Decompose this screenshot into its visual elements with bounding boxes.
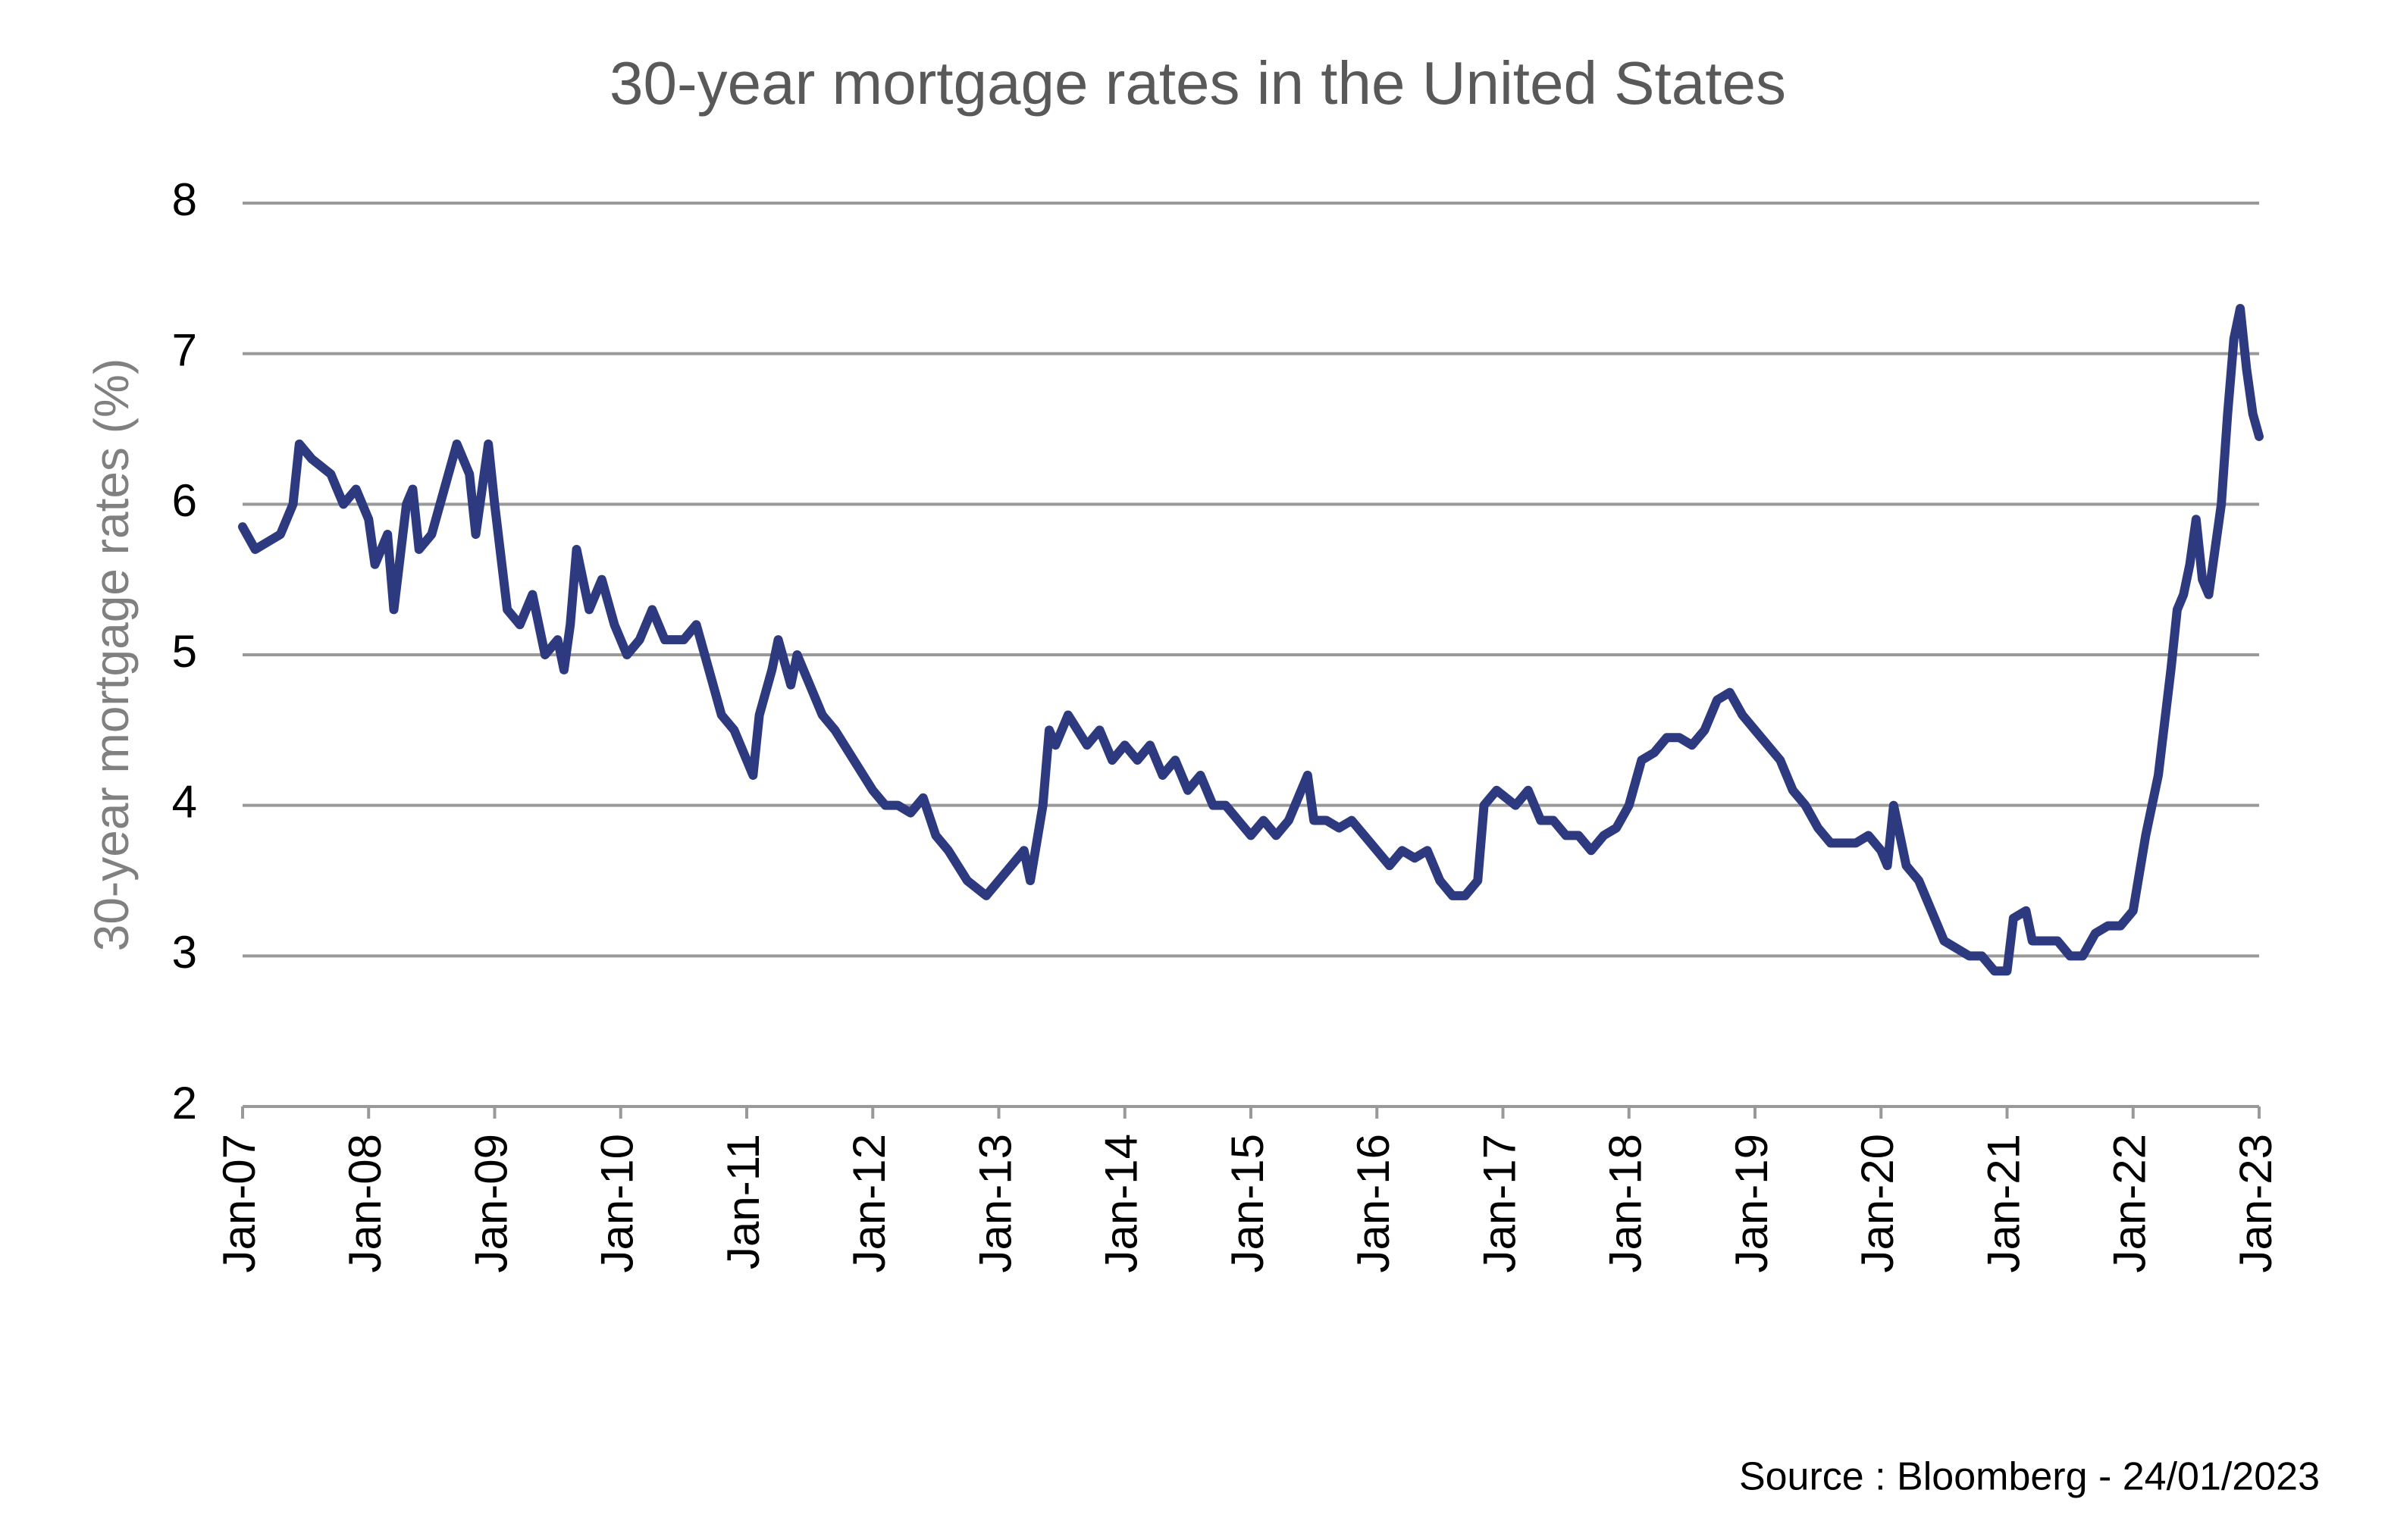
x-tick-label: Jan-22 [2104, 1134, 2155, 1272]
x-tick-label: Jan-07 [214, 1134, 265, 1272]
x-tick-label: Jan-15 [1222, 1134, 1273, 1272]
x-tick-label: Jan-10 [592, 1134, 643, 1272]
x-tick-label: Jan-14 [1096, 1134, 1147, 1272]
x-tick-label: Jan-17 [1474, 1134, 1525, 1272]
x-tick-label: Jan-19 [1726, 1134, 1777, 1272]
y-tick-label: 8 [172, 174, 197, 225]
x-tick-label: Jan-13 [970, 1134, 1020, 1272]
x-tick-label: Jan-18 [1600, 1134, 1651, 1272]
y-tick-label: 3 [172, 927, 197, 978]
x-tick-label: Jan-08 [340, 1134, 390, 1272]
x-tick-label: Jan-21 [1978, 1134, 2029, 1272]
y-axis-label: 30-year mortgage rates (%) [84, 358, 139, 952]
y-tick-label: 2 [172, 1078, 197, 1128]
source-note: Source : Bloomberg - 24/01/2023 [1739, 1455, 2320, 1499]
x-tick-label: Jan-11 [718, 1134, 769, 1269]
x-tick-label: Jan-09 [465, 1134, 516, 1272]
chart-title: 30-year mortgage rates in the United Sta… [610, 49, 1786, 117]
y-tick-label: 6 [172, 475, 197, 526]
x-tick-label: Jan-12 [844, 1134, 895, 1272]
x-tick-label: Jan-23 [2230, 1134, 2281, 1272]
data-line [238, 304, 2264, 976]
y-tick-label: 7 [172, 325, 197, 376]
x-tick-label: Jan-16 [1348, 1134, 1399, 1272]
x-tick-label: Jan-20 [1852, 1134, 1903, 1272]
y-tick-label: 4 [172, 777, 197, 828]
y-tick-label: 5 [172, 626, 197, 677]
